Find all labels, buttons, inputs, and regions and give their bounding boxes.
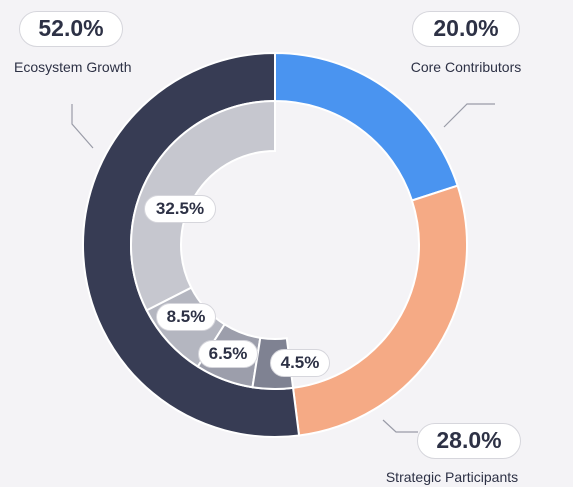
inner-slice-1 — [130, 99, 276, 312]
value-label-core-contributors: 20.0% — [412, 11, 520, 47]
leader-ecosystem-growth — [71, 104, 94, 149]
value-label-strategic-participants: 28.0% — [417, 423, 521, 459]
inner-value-label-1: 32.5% — [144, 195, 216, 223]
legend-label-core-contributors: Core Contributors — [410, 59, 522, 75]
slice-strategic-participants — [291, 184, 468, 437]
leader-strategic-participants — [382, 419, 418, 433]
inner-value-label-3: 6.5% — [198, 340, 258, 368]
inner-value-label-4: 4.5% — [270, 349, 330, 377]
legend-label-ecosystem-growth: Ecosystem Growth — [14, 59, 132, 75]
value-label-ecosystem-growth: 52.0% — [19, 11, 123, 47]
legend-label-strategic-participants: Strategic Participants — [385, 469, 519, 485]
inner-value-label-2: 8.5% — [156, 303, 216, 331]
leader-core-contributors — [443, 103, 495, 128]
